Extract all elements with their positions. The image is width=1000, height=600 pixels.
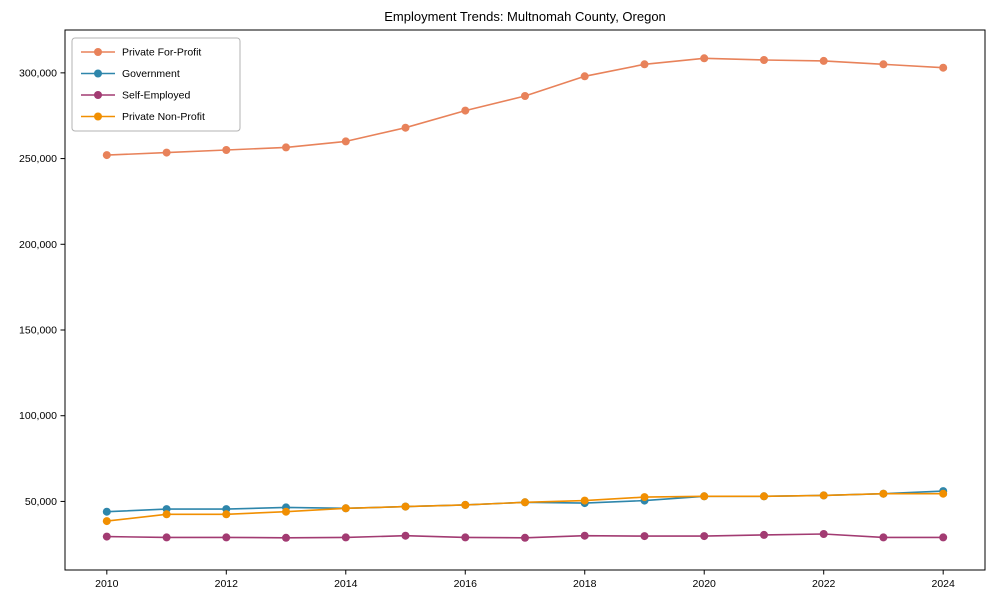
data-point-marker — [879, 533, 888, 542]
data-point-marker — [341, 504, 350, 513]
data-point-marker — [282, 507, 290, 516]
y-tick-label: 300,000 — [19, 67, 57, 79]
data-point-marker — [222, 146, 231, 154]
x-tick-label: 2016 — [454, 578, 478, 590]
data-point-marker — [162, 148, 171, 157]
x-tick-label: 2024 — [932, 578, 956, 590]
data-point-marker — [521, 533, 529, 542]
data-point-marker — [640, 60, 649, 69]
data-point-marker — [102, 532, 111, 541]
data-point-marker — [640, 532, 649, 541]
data-point-marker — [760, 492, 768, 501]
data-point-marker — [222, 510, 231, 519]
legend-marker — [94, 112, 102, 121]
data-point-marker — [580, 496, 589, 505]
data-point-marker — [640, 493, 649, 502]
data-point-marker — [939, 533, 948, 542]
data-point-marker — [700, 54, 709, 63]
legend-entry: Government — [81, 68, 180, 80]
data-point-marker — [760, 56, 768, 64]
data-point-marker — [700, 492, 709, 501]
data-point-marker — [401, 531, 410, 540]
series-self-employed — [102, 530, 948, 542]
y-tick-label: 100,000 — [19, 410, 57, 422]
chart-title: Employment Trends: Multnomah County, Ore… — [384, 9, 666, 24]
data-point-marker — [461, 533, 470, 542]
data-point-marker — [162, 533, 171, 542]
legend-entry: Private For-Profit — [81, 47, 201, 59]
x-tick-label: 2012 — [215, 578, 239, 590]
data-point-marker — [461, 500, 470, 509]
legend-box — [71, 37, 241, 132]
data-point-marker — [521, 498, 529, 507]
plot-border — [64, 29, 986, 571]
x-tick-label: 2020 — [693, 578, 717, 590]
legend-label: Private For-Profit — [122, 47, 201, 59]
data-point-marker — [401, 123, 410, 132]
data-point-marker — [401, 502, 410, 511]
axes: 50,000 100,000 150,000 200,000 250,000 300,00… — [19, 29, 986, 590]
legend-entry: Private Non-Profit — [81, 111, 205, 123]
data-point-marker — [580, 72, 589, 81]
legend: Private For-Profit Government Self-Employe… — [71, 37, 241, 132]
x-tick-label: 2010 — [95, 578, 119, 590]
legend-label: Self-Employed — [122, 90, 190, 102]
series-line — [106, 492, 944, 522]
data-point-marker — [341, 137, 350, 146]
x-tick-label: 2018 — [573, 578, 597, 590]
data-point-marker — [700, 532, 709, 541]
y-tick-label: 250,000 — [19, 153, 57, 165]
x-tick-label: 2022 — [812, 578, 836, 590]
data-point-marker — [819, 56, 828, 65]
data-point-marker — [102, 507, 111, 516]
y-tick-label: 50,000 — [25, 496, 57, 508]
legend-marker — [94, 48, 102, 56]
y-tick-label: 150,000 — [19, 325, 57, 337]
legend-marker — [94, 91, 102, 99]
data-point-marker — [162, 510, 171, 519]
series-private-for-profit — [102, 54, 948, 160]
data-point-marker — [521, 92, 529, 100]
legend-label: Private Non-Profit — [122, 111, 205, 123]
data-point-marker — [282, 533, 290, 542]
series-private-non-profit — [102, 489, 948, 526]
data-point-marker — [580, 531, 589, 540]
x-tick-label: 2014 — [334, 578, 358, 590]
data-point-marker — [939, 63, 948, 72]
data-point-marker — [282, 143, 290, 152]
legend-marker — [94, 69, 102, 78]
legend-label: Government — [122, 68, 180, 80]
data-point-marker — [461, 106, 470, 115]
data-point-marker — [819, 491, 828, 500]
data-point-marker — [879, 489, 888, 498]
data-point-marker — [222, 533, 231, 542]
data-point-marker — [102, 517, 111, 526]
data-point-marker — [819, 530, 828, 538]
data-point-marker — [939, 489, 948, 498]
data-point-marker — [102, 151, 111, 160]
data-point-marker — [879, 60, 888, 69]
data-point-marker — [760, 530, 768, 539]
legend-entry: Self-Employed — [81, 90, 190, 102]
y-tick-label: 200,000 — [19, 239, 57, 251]
data-point-marker — [341, 533, 350, 542]
